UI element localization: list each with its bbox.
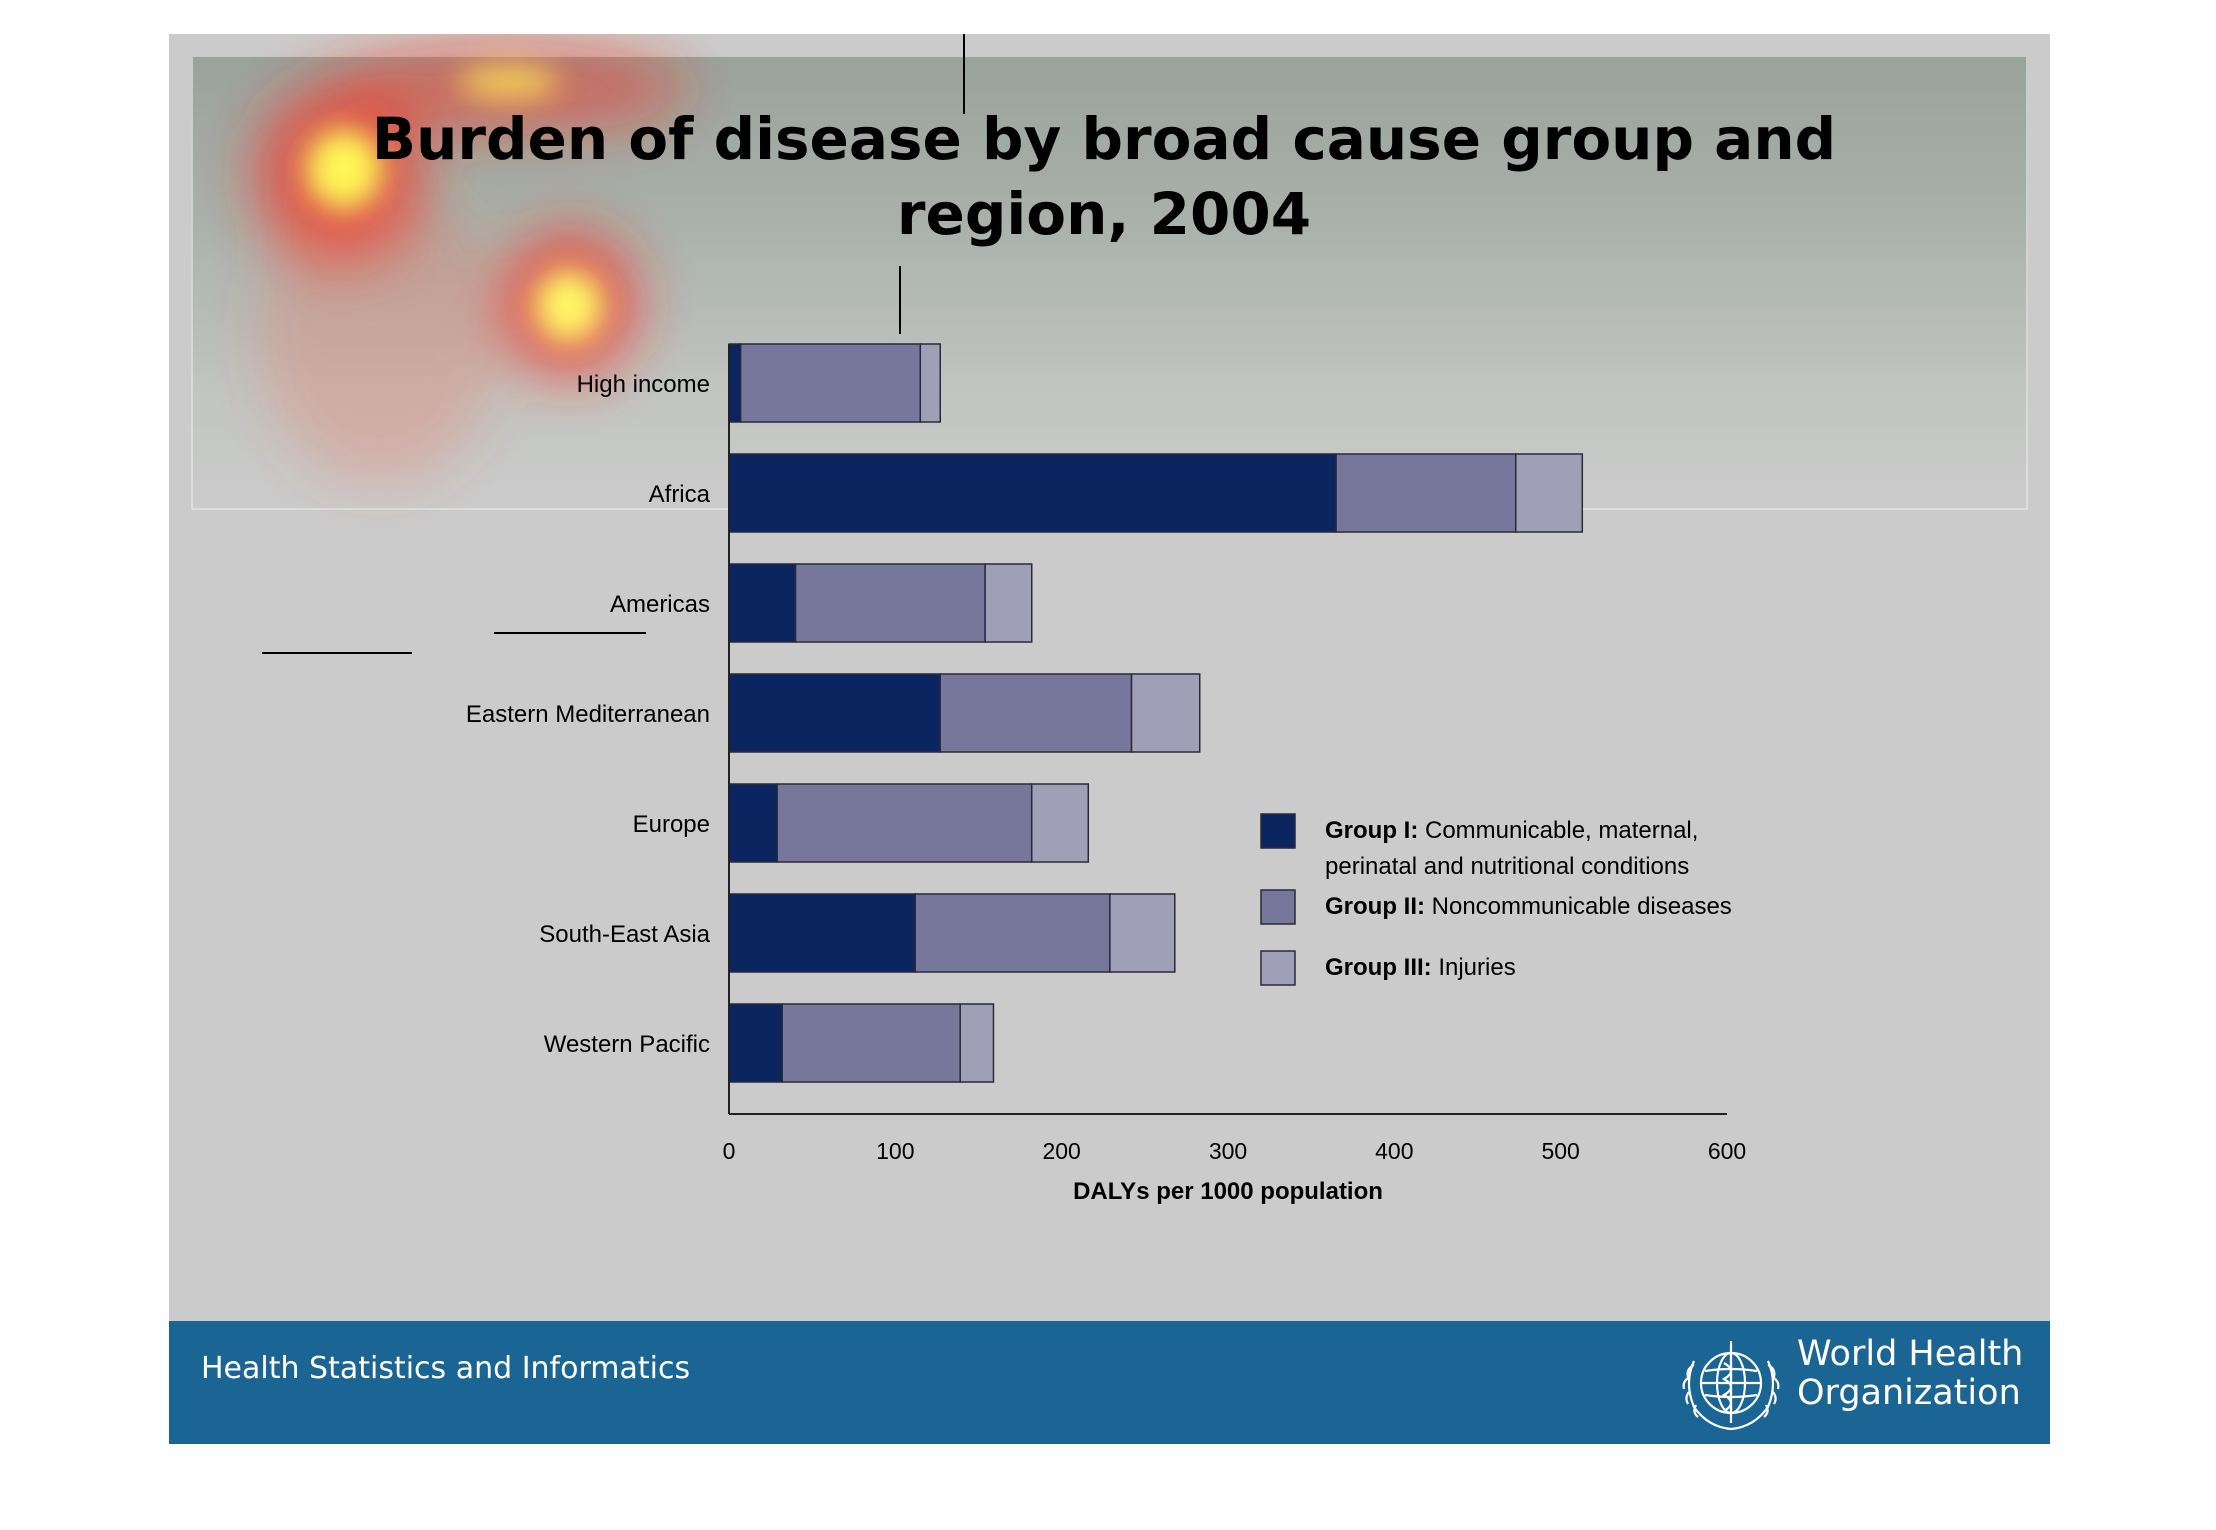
who-emblem-icon — [1682, 1341, 1780, 1431]
category-label: Western Pacific — [544, 1031, 710, 1058]
x-tick-label: 100 — [876, 1138, 914, 1164]
divider-line — [963, 34, 965, 114]
category-label: Africa — [649, 481, 711, 508]
legend-label-line-2: perinatal and nutritional conditions — [1325, 853, 1689, 880]
bar-segment-2 — [914, 893, 1111, 973]
x-tick-label: 200 — [1042, 1138, 1080, 1164]
bar-segment-1 — [728, 673, 941, 753]
divider-line — [899, 266, 901, 334]
x-tick-labels: 0 100 200 300 400 500 600 — [723, 1138, 1747, 1164]
bar-segment-1 — [728, 563, 797, 643]
legend-swatch — [1260, 889, 1296, 925]
category-label: Eastern Mediterranean — [466, 701, 710, 728]
who-name-line-1: World Health — [1797, 1334, 2024, 1374]
bar-segment-2 — [781, 1003, 961, 1083]
slide-title: Burden of disease by broad cause group a… — [369, 102, 1839, 252]
x-axis-label: DALYs per 1000 population — [1073, 1178, 1383, 1205]
category-label: South-East Asia — [539, 921, 710, 948]
bar-segment-2 — [794, 563, 986, 643]
x-tick-label: 300 — [1209, 1138, 1247, 1164]
bar-segment-3 — [1515, 453, 1584, 533]
who-name-line-2: Organization — [1797, 1373, 2021, 1413]
legend-label: Group I: Communicable, maternal, — [1325, 817, 1698, 844]
footer-text: Health Statistics and Informatics — [201, 1351, 691, 1386]
divider-line — [494, 632, 646, 634]
bar-segment-3 — [1130, 673, 1201, 753]
bar-segment-3 — [919, 343, 941, 423]
category-labels: High income Africa Americas Eastern Mediter… — [466, 371, 711, 1058]
who-name: World Health Organization — [1797, 1335, 2023, 1413]
bar-segment-3 — [959, 1003, 995, 1083]
divider-line — [262, 652, 412, 654]
legend: Group I: Communicable, maternal, perinata… — [1260, 813, 1732, 986]
bar-segment-2 — [939, 673, 1133, 753]
bar-segment-2 — [739, 343, 922, 423]
legend-swatch — [1260, 950, 1296, 986]
legend-label: Group III: Injuries — [1325, 954, 1516, 981]
category-label: Europe — [633, 811, 710, 838]
bar-segment-2 — [776, 783, 1033, 863]
x-tick-label: 0 — [723, 1138, 736, 1164]
legend-label: Group II: Noncommunicable diseases — [1325, 893, 1732, 920]
x-tick-label: 500 — [1541, 1138, 1579, 1164]
bar-segment-1 — [728, 1003, 783, 1083]
bar-segment-3 — [1109, 893, 1176, 973]
x-tick-label: 600 — [1708, 1138, 1746, 1164]
bar-segment-3 — [1030, 783, 1090, 863]
bar-segment-1 — [728, 893, 917, 973]
bar-segment-2 — [1335, 453, 1517, 533]
bar-segment-1 — [728, 783, 778, 863]
category-label: Americas — [610, 591, 710, 618]
slide: Burden of disease by broad cause group a… — [169, 34, 2050, 1444]
category-label: High income — [577, 371, 710, 398]
bar-segment-1 — [728, 343, 742, 423]
legend-swatch — [1260, 813, 1296, 849]
bars — [728, 343, 1584, 1083]
bar-segment-3 — [984, 563, 1033, 643]
stacked-bar-chart: High income Africa Americas Eastern Mediter… — [466, 343, 1747, 1205]
x-tick-label: 400 — [1375, 1138, 1413, 1164]
title-line-2: region, 2004 — [896, 180, 1312, 248]
title-line-1: Burden of disease by broad cause group a… — [371, 105, 1837, 173]
footer-band: Health Statistics and Informatics World … — [169, 1321, 2050, 1444]
bar-segment-1 — [728, 453, 1337, 533]
